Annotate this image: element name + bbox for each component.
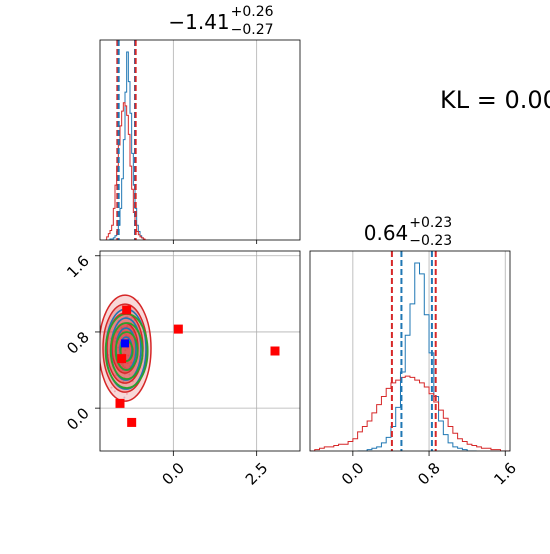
right-title-value: 0.64 — [363, 221, 409, 245]
scatter-sample-50 — [120, 362, 123, 365]
red-marker-2 — [115, 398, 125, 408]
scatter-sample-12 — [123, 396, 126, 399]
right-title-plus: +0.23 — [409, 215, 453, 231]
scatter-sample-82 — [126, 315, 129, 318]
scatter-y-tick-label-0: 0.0 — [63, 404, 93, 434]
right-histogram-clip — [310, 262, 510, 451]
top-title-minus: −0.27 — [230, 22, 274, 38]
scatter-sample-35 — [130, 317, 133, 320]
right-panel-title: 0.64 +0.23 −0.23 — [363, 215, 452, 249]
scatter-x-tick-label-1: 2.5 — [242, 459, 272, 489]
right-histogram-panel: 0.0 0.8 1.6 — [309, 250, 520, 489]
scatter-sample-10 — [110, 386, 113, 389]
scatter-y-tick-label-1: 0.8 — [63, 328, 93, 358]
scatter-sample-47 — [133, 319, 136, 322]
top-histogram-clip — [105, 51, 150, 240]
red-marker-0 — [117, 354, 127, 364]
scatter-panel-frame — [99, 250, 301, 452]
scatter-sample-88 — [125, 392, 128, 395]
kl-label: KL = 0.00 — [440, 86, 550, 114]
top-panel-frame — [99, 39, 301, 241]
right-title-minus: −0.23 — [409, 233, 453, 249]
right-x-tick-label-2: 1.6 — [490, 459, 520, 489]
scatter-sample-0 — [117, 346, 120, 349]
red-marker-4 — [173, 324, 183, 334]
top-histogram-series-0 — [108, 51, 150, 240]
scatter-panel: 0.0 2.5 0.0 0.8 1.6 — [63, 250, 301, 489]
red-marker-3 — [127, 417, 137, 427]
top-histogram-panel — [99, 39, 301, 244]
scatter-sample-37 — [124, 349, 127, 352]
right-histogram-series-1 — [310, 375, 510, 451]
scatter-clip — [100, 294, 280, 427]
right-x-tick-label-0: 0.0 — [338, 459, 368, 489]
scatter-sample-63 — [128, 373, 131, 376]
top-title-value: −1.41 — [168, 10, 230, 34]
scatter-sample-44 — [113, 390, 116, 393]
top-panel-title: −1.41 +0.26 −0.27 — [168, 4, 273, 38]
right-x-tick-label-1: 0.8 — [414, 459, 444, 489]
scatter-sample-7 — [126, 362, 129, 365]
right-panel-frame — [309, 250, 511, 452]
green-contour-1 — [109, 322, 144, 380]
red-marker-1 — [122, 305, 132, 315]
scatter-x-tick-label-0: 0.0 — [158, 459, 188, 489]
scatter-sample-67 — [122, 364, 125, 367]
top-histogram-series-1 — [105, 102, 149, 240]
green-contour-2 — [114, 331, 139, 371]
scatter-sample-8 — [127, 354, 130, 357]
right-histogram-series-0 — [357, 262, 477, 451]
scatter-sample-25 — [114, 337, 117, 340]
scatter-sample-57 — [125, 334, 128, 337]
top-title-plus: +0.26 — [230, 4, 274, 20]
blue-marker — [121, 339, 129, 348]
scatter-sample-28 — [130, 361, 133, 364]
scatter-y-tick-label-2: 1.6 — [63, 252, 93, 282]
scatter-sample-75 — [123, 366, 126, 369]
scatter-sample-13 — [126, 325, 129, 328]
red-marker-5 — [270, 346, 280, 356]
